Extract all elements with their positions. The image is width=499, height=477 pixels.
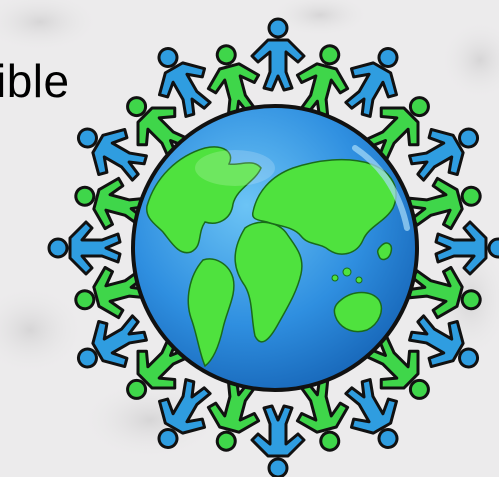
- slide-text-fragment: ible: [0, 55, 70, 107]
- globe: [131, 104, 419, 392]
